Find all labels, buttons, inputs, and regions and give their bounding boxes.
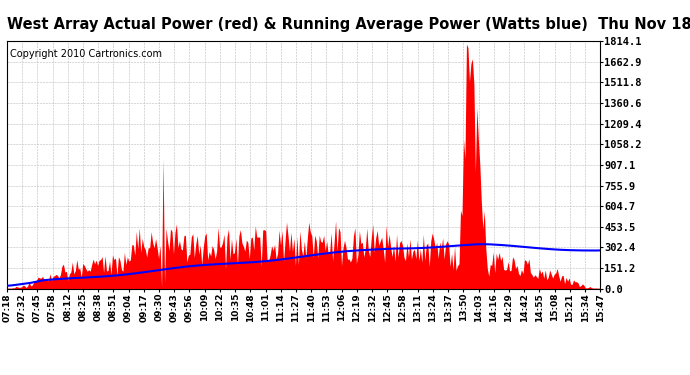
Text: West Array Actual Power (red) & Running Average Power (Watts blue)  Thu Nov 18 1: West Array Actual Power (red) & Running … [7,17,690,32]
Text: Copyright 2010 Cartronics.com: Copyright 2010 Cartronics.com [10,49,162,58]
